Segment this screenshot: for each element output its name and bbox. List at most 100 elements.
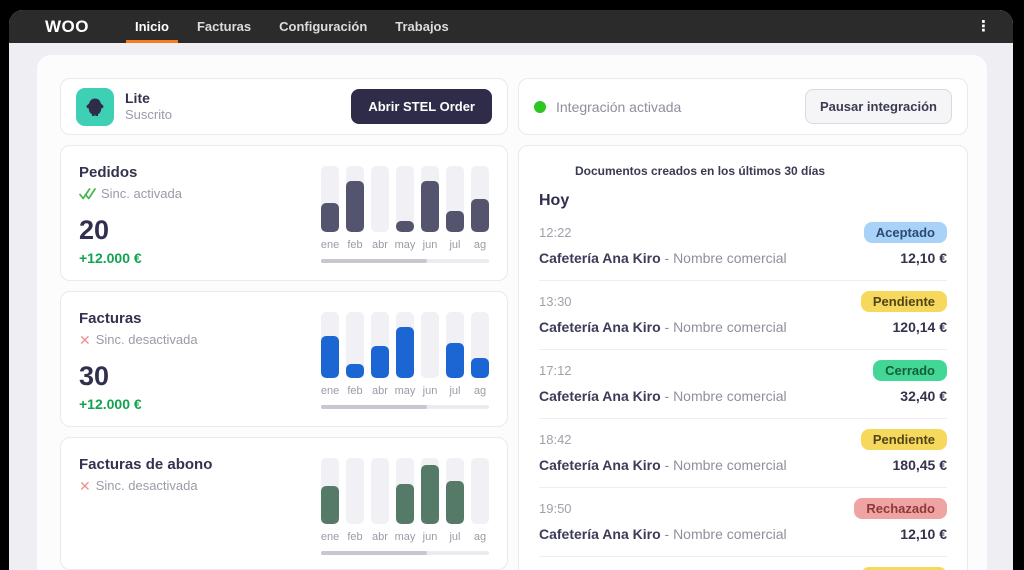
right-column: Integración activada Pausar integración … [518, 78, 968, 570]
document-name-suffix: - Nombre comercial [661, 388, 787, 404]
integration-status-label: Integración activada [556, 99, 681, 115]
nav-tab[interactable]: Inicio [126, 10, 178, 43]
document-name: Cafetería Ana Kiro [539, 388, 661, 404]
document-time: 12:22 [539, 225, 572, 240]
document-name-suffix: - Nombre comercial [661, 457, 787, 473]
integration-status-dot [534, 101, 546, 113]
chart-bar: feb [346, 166, 364, 251]
documents-header: Documentos creados en los últimos 30 día… [575, 164, 947, 178]
document-name-suffix: - Nombre comercial [661, 526, 787, 542]
nav-tab-label: Configuración [279, 19, 367, 34]
chart-scrollbar-thumb[interactable] [321, 259, 427, 263]
document-name: Cafetería Ana Kiro [539, 526, 661, 542]
chart-scrollbar-thumb[interactable] [321, 405, 427, 409]
stat-card-title: Facturas [79, 310, 198, 327]
x-icon: ✕ [79, 333, 91, 347]
document-time: 17:12 [539, 363, 572, 378]
status-badge: Cerrado [873, 360, 947, 381]
chart-bar: ag [471, 458, 489, 543]
pause-integration-button[interactable]: Pausar integración [805, 89, 952, 124]
double-check-icon [79, 188, 96, 200]
nav-tab[interactable]: Facturas [188, 10, 260, 43]
chart-bar: may [396, 312, 414, 397]
document-amount: 180,45 € [893, 457, 948, 473]
document-time: 19:50 [539, 501, 572, 516]
document-row[interactable]: 12:22 Aceptado Cafetería Ana Kiro - Nomb… [539, 212, 947, 281]
documents-card: Documentos creados en los últimos 30 día… [518, 145, 968, 570]
stat-card-title: Facturas de abono [79, 456, 212, 473]
status-badge: Pendiente [861, 291, 947, 312]
woo-logo: WOO [45, 17, 89, 37]
chart-bar: jun [421, 166, 439, 251]
document-row[interactable]: 13:30 Pendiente Cafetería Ana Kiro - Nom… [539, 281, 947, 350]
document-name-suffix: - Nombre comercial [661, 319, 787, 335]
subscription-card: Lite Suscrito Abrir STEL Order [60, 78, 508, 135]
main-nav: Inicio Facturas Configuración Trabajos [121, 10, 463, 43]
chart-bar: jul [446, 312, 464, 397]
chart-bar: may [396, 458, 414, 543]
document-amount: 12,10 € [900, 526, 947, 542]
document-name-suffix: - Nombre comercial [661, 250, 787, 266]
gorilla-icon [76, 88, 114, 126]
status-badge: Pendiente [861, 429, 947, 450]
document-row[interactable]: 17:12 Cerrado Cafetería Ana Kiro - Nombr… [539, 350, 947, 419]
sync-status-label: Sinc. desactivada [96, 478, 198, 493]
sync-status-label: Sinc. desactivada [96, 332, 198, 347]
nav-tab-label: Trabajos [395, 19, 448, 34]
left-column: Lite Suscrito Abrir STEL Order Pedidos ✕… [60, 78, 508, 570]
stat-card: Pedidos ✕ Sinc. activada 20 +12.000 € en… [60, 145, 508, 281]
main-content: Lite Suscrito Abrir STEL Order Pedidos ✕… [37, 55, 987, 570]
open-stel-order-button[interactable]: Abrir STEL Order [351, 89, 492, 124]
chart-bar: jun [421, 312, 439, 397]
plan-name: Lite [125, 90, 172, 108]
integration-card: Integración activada Pausar integración [518, 78, 968, 135]
document-amount: 120,14 € [893, 319, 948, 335]
document-row[interactable]: Pendiente [539, 557, 947, 570]
nav-tab[interactable]: Trabajos [386, 10, 457, 43]
chart-bar: abr [371, 458, 389, 543]
status-badge: Pendiente [861, 567, 947, 570]
chart-bar: abr [371, 166, 389, 251]
document-name: Cafetería Ana Kiro [539, 457, 661, 473]
chart-bar: jul [446, 458, 464, 543]
top-nav-bar: WOO Inicio Facturas Configuración Trabaj… [9, 10, 1013, 43]
chart-bar: abr [371, 312, 389, 397]
chart-scrollbar-thumb[interactable] [321, 551, 427, 555]
stat-count: 20 [79, 215, 182, 246]
nav-tab-label: Facturas [197, 19, 251, 34]
chart-bar: ene [321, 458, 339, 543]
document-row[interactable]: 18:42 Pendiente Cafetería Ana Kiro - Nom… [539, 419, 947, 488]
document-time: 13:30 [539, 294, 572, 309]
chart-bar: jun [421, 458, 439, 543]
chart-bar: ene [321, 312, 339, 397]
stat-card-title: Pedidos [79, 164, 182, 181]
stat-card: Facturas de abono ✕ Sinc. desactivada en… [60, 437, 508, 570]
plan-status: Suscrito [125, 107, 172, 123]
chart-bar: feb [346, 312, 364, 397]
stat-delta: +12.000 € [79, 250, 182, 266]
stat-card: Facturas ✕ Sinc. desactivada 30 +12.000 … [60, 291, 508, 427]
nav-tab[interactable]: Configuración [270, 10, 376, 43]
kebab-menu-icon[interactable]: ⋮ [976, 19, 991, 34]
chart-bar: jul [446, 166, 464, 251]
chart-bar: feb [346, 458, 364, 543]
chart-bar: ag [471, 166, 489, 251]
chart-bar: ene [321, 166, 339, 251]
document-amount: 12,10 € [900, 250, 947, 266]
documents-list: 12:22 Aceptado Cafetería Ana Kiro - Nomb… [539, 212, 947, 570]
chart-scrollbar [321, 405, 489, 409]
nav-tab-label: Inicio [135, 19, 169, 34]
document-row[interactable]: 19:50 Rechazado Cafetería Ana Kiro - Nom… [539, 488, 947, 557]
chart-bar: ag [471, 312, 489, 397]
status-badge: Aceptado [864, 222, 947, 243]
chart-scrollbar [321, 259, 489, 263]
document-amount: 32,40 € [900, 388, 947, 404]
x-icon: ✕ [79, 479, 91, 493]
document-time: 18:42 [539, 432, 572, 447]
documents-group-label: Hoy [539, 192, 947, 210]
stat-count: 30 [79, 361, 198, 392]
chart-scrollbar [321, 551, 489, 555]
